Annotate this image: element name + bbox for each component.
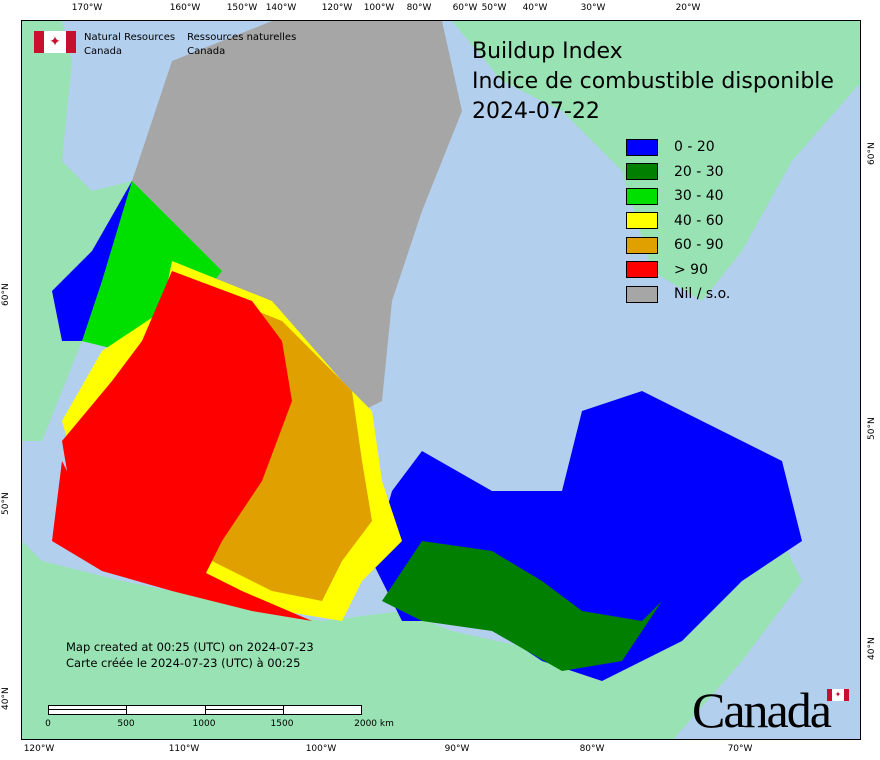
bui-over-90-bc — [52, 461, 312, 621]
foreign-land — [22, 21, 860, 739]
usa-land — [22, 541, 802, 739]
lon-tick: 160°W — [169, 3, 201, 13]
bui-regions — [52, 21, 802, 681]
lon-tick: 80°W — [406, 3, 432, 13]
agency-name-fr: Ressources naturelles — [187, 32, 297, 43]
legend-label: > 90 — [674, 261, 708, 278]
legend-item: Nil / s.o. — [626, 282, 730, 307]
legend-label: 60 - 90 — [674, 237, 724, 254]
legend-swatch — [626, 187, 658, 205]
scale-label: 1000 — [192, 719, 216, 729]
lon-tick: 150°W — [226, 3, 258, 13]
lon-tick: 30°W — [580, 3, 606, 13]
title-en: Buildup Index — [472, 39, 623, 64]
legend-item: 30 - 40 — [626, 184, 730, 209]
map-canvas — [22, 21, 860, 739]
legend-item: 0 - 20 — [626, 135, 730, 160]
nil-region — [132, 21, 462, 421]
bui-20-30-region — [382, 541, 662, 671]
greenland-land — [452, 21, 860, 301]
legend-swatch — [626, 261, 658, 279]
map-frame: ✦ Natural Resources Canada Ressources nat… — [21, 20, 861, 740]
scale-label: 0 — [45, 719, 51, 729]
note-en: Map created at 00:25 (UTC) on 2024-07-23 — [66, 640, 314, 654]
legend: 0 - 20 20 - 30 30 - 40 40 - 60 60 - 90 > 90 Ni… — [626, 135, 730, 307]
legend-label: 20 - 30 — [674, 163, 724, 180]
lon-tick: 70°W — [727, 744, 753, 754]
lon-tick: 140°W — [265, 3, 297, 13]
lon-tick: 120°W — [321, 3, 353, 13]
agency-name-fr: Canada — [187, 46, 226, 57]
title-fr: Indice de combustible disponible — [472, 69, 834, 94]
legend-item: 20 - 30 — [626, 160, 730, 185]
legend-item: 40 - 60 — [626, 209, 730, 234]
legend-label: Nil / s.o. — [674, 286, 731, 303]
canada-flag-icon: ✦ — [34, 31, 76, 53]
lon-tick: 80°W — [579, 744, 605, 754]
lon-tick: 110°W — [168, 744, 200, 754]
legend-swatch — [626, 138, 658, 156]
agency-name-en: Canada — [84, 46, 123, 57]
scale-label: 1500 — [270, 719, 294, 729]
map-date: 2024-07-22 — [472, 99, 600, 124]
scale-label: 2000 km — [354, 719, 394, 729]
legend-swatch — [626, 236, 658, 254]
lon-tick: 60°W — [452, 3, 478, 13]
lat-tick: 60°N — [1, 283, 11, 306]
legend-label: 30 - 40 — [674, 188, 724, 205]
lon-tick: 100°W — [363, 3, 395, 13]
lon-tick: 50°W — [481, 3, 507, 13]
legend-item: 60 - 90 — [626, 233, 730, 258]
wordmark-flag-icon: ✦ — [827, 689, 849, 701]
legend-swatch — [626, 163, 658, 181]
legend-item: > 90 — [626, 258, 730, 283]
legend-swatch — [626, 212, 658, 230]
lat-tick: 40°N — [867, 637, 877, 660]
lon-tick: 120°W — [23, 744, 55, 754]
lat-tick: 60°N — [867, 142, 877, 165]
creation-note: Map created at 00:25 (UTC) on 2024-07-23… — [66, 639, 314, 671]
lon-tick: 100°W — [305, 744, 337, 754]
note-fr: Carte créée le 2024-07-23 (UTC) à 00:25 — [66, 656, 301, 670]
legend-label: 0 - 20 — [674, 139, 715, 156]
lon-tick: 20°W — [675, 3, 701, 13]
bui-over-90-region — [62, 271, 292, 581]
lon-tick: 170°W — [71, 3, 103, 13]
legend-swatch — [626, 285, 658, 303]
legend-label: 40 - 60 — [674, 212, 724, 229]
lat-tick: 50°N — [1, 492, 11, 515]
lat-tick: 50°N — [867, 417, 877, 440]
map-title: Buildup Index Indice de combustible disp… — [472, 37, 834, 127]
alaska-land — [22, 21, 132, 441]
agency-name-en: Natural Resources — [84, 32, 176, 43]
scale-bar: 0 500 1000 1500 2000 km — [45, 705, 394, 729]
canada-wordmark: Canada — [692, 682, 832, 738]
lon-tick: 40°W — [522, 3, 548, 13]
scale-label: 500 — [117, 719, 135, 729]
lon-tick: 90°W — [444, 744, 470, 754]
lat-tick: 40°N — [1, 687, 11, 710]
nrcan-logo: ✦ Natural Resources Canada Ressources nat… — [34, 31, 296, 59]
